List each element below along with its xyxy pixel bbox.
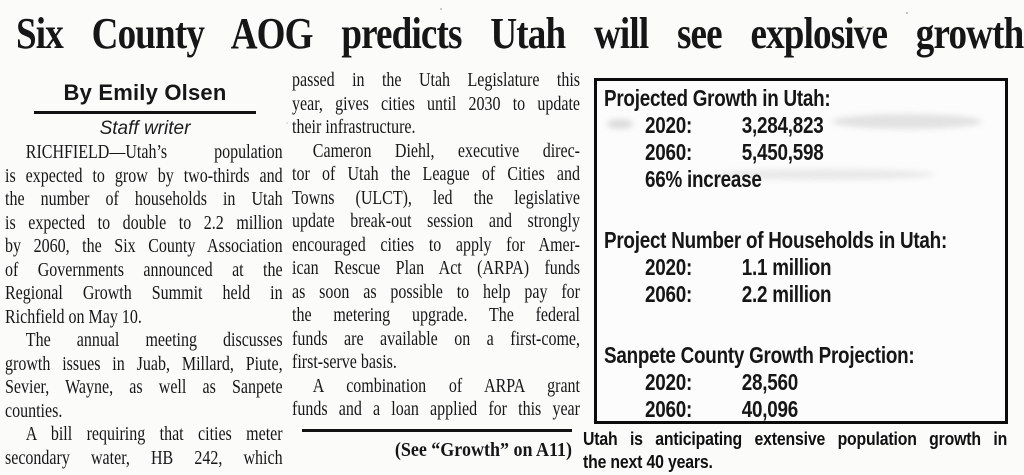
infobox-row-value: 5,450,598	[741, 139, 824, 165]
infobox-row: 2020: 28,560	[604, 369, 1007, 396]
text-line: secondary water, HB 242, which	[5, 446, 283, 469]
text-line: first-serve basis.	[292, 351, 397, 373]
infobox-row: 66% increase	[604, 166, 1007, 193]
text-line: as soon as possible to help pay for	[292, 280, 580, 303]
text-line: is expected to grow by two-thirds and	[5, 164, 283, 187]
text-line: Utah is anticipating extensive populatio…	[583, 428, 1008, 449]
text-line: funds are available on a first-come,	[292, 327, 580, 350]
infobox-row-label: 2020:	[645, 254, 693, 280]
infobox-row-label: 66% increase	[645, 166, 762, 192]
infobox-row-value: 28,560	[741, 369, 798, 395]
infobox-row: 2020: 3,284,823	[604, 112, 1007, 139]
text-line: tor of Utah the League of Cities and	[292, 163, 580, 185]
article-left-column: RICHFIELD—Utah’s population is expected t…	[5, 141, 283, 470]
text-line: counties.	[5, 399, 63, 422]
text-line: growth issues in Juab, Millard, Piute,	[5, 352, 283, 375]
scan-smudge	[715, 169, 935, 180]
infobox-row: 2060: 2.2 million	[604, 281, 1007, 308]
text-line: Richfield on May 10.	[5, 305, 142, 328]
text-line: year, gives cities until 2030 to update	[292, 92, 580, 115]
headline: Six County AOG predicts Utah will see ex…	[16, 9, 1024, 58]
infobox-row-value: 3,284,823	[741, 112, 824, 138]
text-line: the next 40 years.	[583, 450, 713, 472]
scan-smudge	[607, 119, 633, 129]
text-line: Cameron Diehl, executive direc-	[312, 139, 580, 162]
text-line: A bill requiring that cities meter	[25, 423, 283, 445]
byline-rule	[34, 111, 256, 114]
infobox-section: Project Number of Households in Utah: 202…	[604, 227, 1007, 308]
infobox-row-label: 2060:	[645, 281, 693, 307]
infobox-row-label: 2060:	[645, 396, 693, 422]
text-line: Towns (ULCT), led the legislative	[292, 186, 580, 209]
infobox-row-value: 2.2 million	[741, 281, 832, 307]
text-line: A combination of ARPA grant	[312, 374, 580, 397]
infobox-row-label: 2060:	[645, 139, 693, 165]
infobox-row: 2020: 1.1 million	[604, 254, 1007, 281]
infobox-row-value: 40,096	[741, 396, 798, 422]
infobox-row-value: 1.1 million	[741, 254, 832, 280]
text-line: RICHFIELD—Utah’s population	[25, 141, 283, 163]
continuation-note: (See “Growth” on A11)	[394, 439, 572, 461]
text-line: Regional Growth Summit held in	[5, 282, 283, 304]
text-line: Sevier, Wayne, as well as Sanpete	[5, 376, 283, 398]
infobox-section: Sanpete County Growth Projection: 2020: 28…	[604, 342, 1007, 423]
text-line: funds and a loan applied for this year	[292, 398, 580, 420]
infobox-row-label: 2020:	[645, 369, 693, 395]
byline-author: By Emily Olsen	[63, 80, 227, 105]
text-line: encouraged cities to apply for Amer-	[292, 233, 580, 256]
text-line: by 2060, the Six County Association	[5, 235, 283, 257]
byline-role: Staff writer	[99, 118, 191, 139]
text-line: passed in the Utah Legislature this	[292, 69, 580, 91]
text-line: their infrastructure.	[292, 116, 416, 138]
infobox-section-title: Sanpete County Growth Projection:	[604, 342, 915, 368]
infobox-section: Projected Growth in Utah: 2020: 3,284,823 2…	[604, 85, 1007, 193]
byline: By Emily Olsen Staff writer	[6, 80, 284, 140]
text-line: ican Rescue Plan Act (ARPA) funds	[292, 257, 580, 279]
infobox-row: 2060: 5,450,598	[604, 139, 1007, 166]
infobox-section-title: Project Number of Households in Utah:	[604, 227, 947, 253]
projection-infobox-content: Projected Growth in Utah: 2020: 3,284,823 2…	[604, 85, 1007, 423]
continuation-rule	[302, 429, 572, 432]
scan-smudge	[832, 114, 982, 129]
infobox-section-title: Projected Growth in Utah:	[604, 85, 831, 111]
infobox-caption: Utah is anticipating extensive populatio…	[583, 428, 1007, 473]
text-line: of Governments announced at the	[5, 258, 283, 281]
text-line: The annual meeting discusses	[25, 329, 283, 351]
article-middle-column: passed in the Utah Legislature this year,…	[292, 69, 580, 422]
text-line: the number of households in Utah	[5, 188, 283, 210]
text-line: the metering upgrade. The federal	[292, 304, 580, 326]
projection-infobox: Projected Growth in Utah: 2020: 3,284,823 2…	[594, 78, 1008, 424]
text-line: update break-out session and strongly	[292, 210, 580, 232]
infobox-row: 2060: 40,096	[604, 396, 1007, 423]
text-line: is expected to double to 2.2 million	[5, 211, 283, 234]
infobox-row-label: 2020:	[645, 112, 693, 138]
